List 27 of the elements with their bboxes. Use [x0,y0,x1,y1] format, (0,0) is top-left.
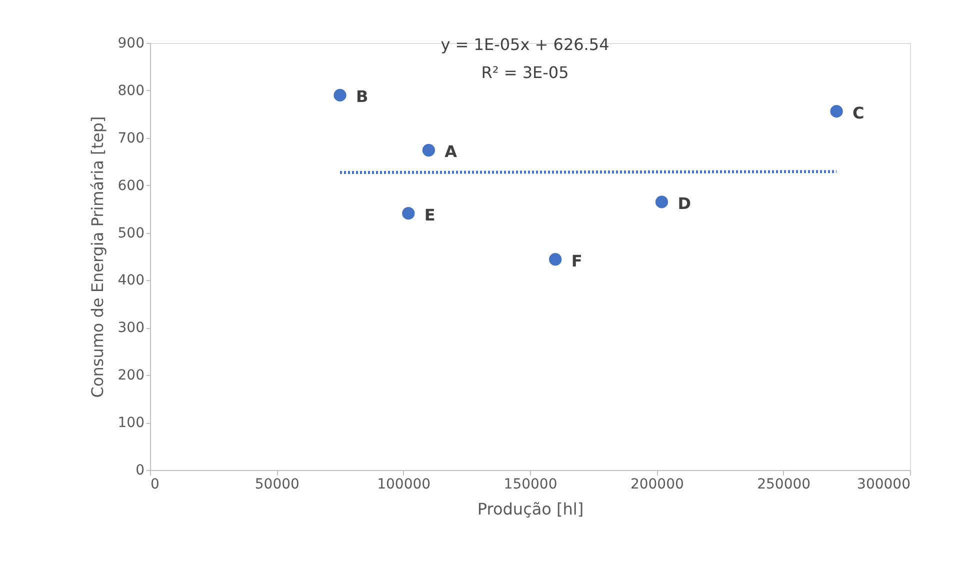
y-tick-label: 300 [118,320,144,336]
y-tick-label: 500 [118,225,144,242]
y-axis-title: Consumo de Energia Primária [tep] [88,116,107,398]
y-tick-label: 800 [118,82,144,99]
y-tick-label: 200 [118,368,144,384]
y-tick-label: 0 [136,462,144,478]
x-axis-title: Produção [hl] [477,500,584,518]
x-tick-label: 300000 [857,476,910,492]
y-tick-label: 600 [118,178,144,194]
y-tick-label: 700 [118,130,144,146]
x-tick-label: 200000 [630,476,684,492]
annotation: B [356,87,368,106]
annotation: A [444,142,458,162]
x-tick-label: 150000 [504,476,558,492]
y-tick-label: 400 [118,272,144,289]
x-tick-label: 100000 [377,476,431,492]
annotation: E [424,205,436,224]
annotation: F [571,251,582,270]
annotation: R² = 3E-05 [481,63,569,82]
x-tick-label: 50000 [254,476,300,492]
y-tick-label: 900 [118,36,144,52]
annotation: C [852,103,864,122]
annotation: y = 1E-05x + 626.54 [440,35,610,54]
x-tick-label: 0 [150,476,160,492]
y-tick-label: 100 [118,415,144,432]
x-tick-label: 250000 [757,476,811,492]
annotation: D [678,194,692,213]
